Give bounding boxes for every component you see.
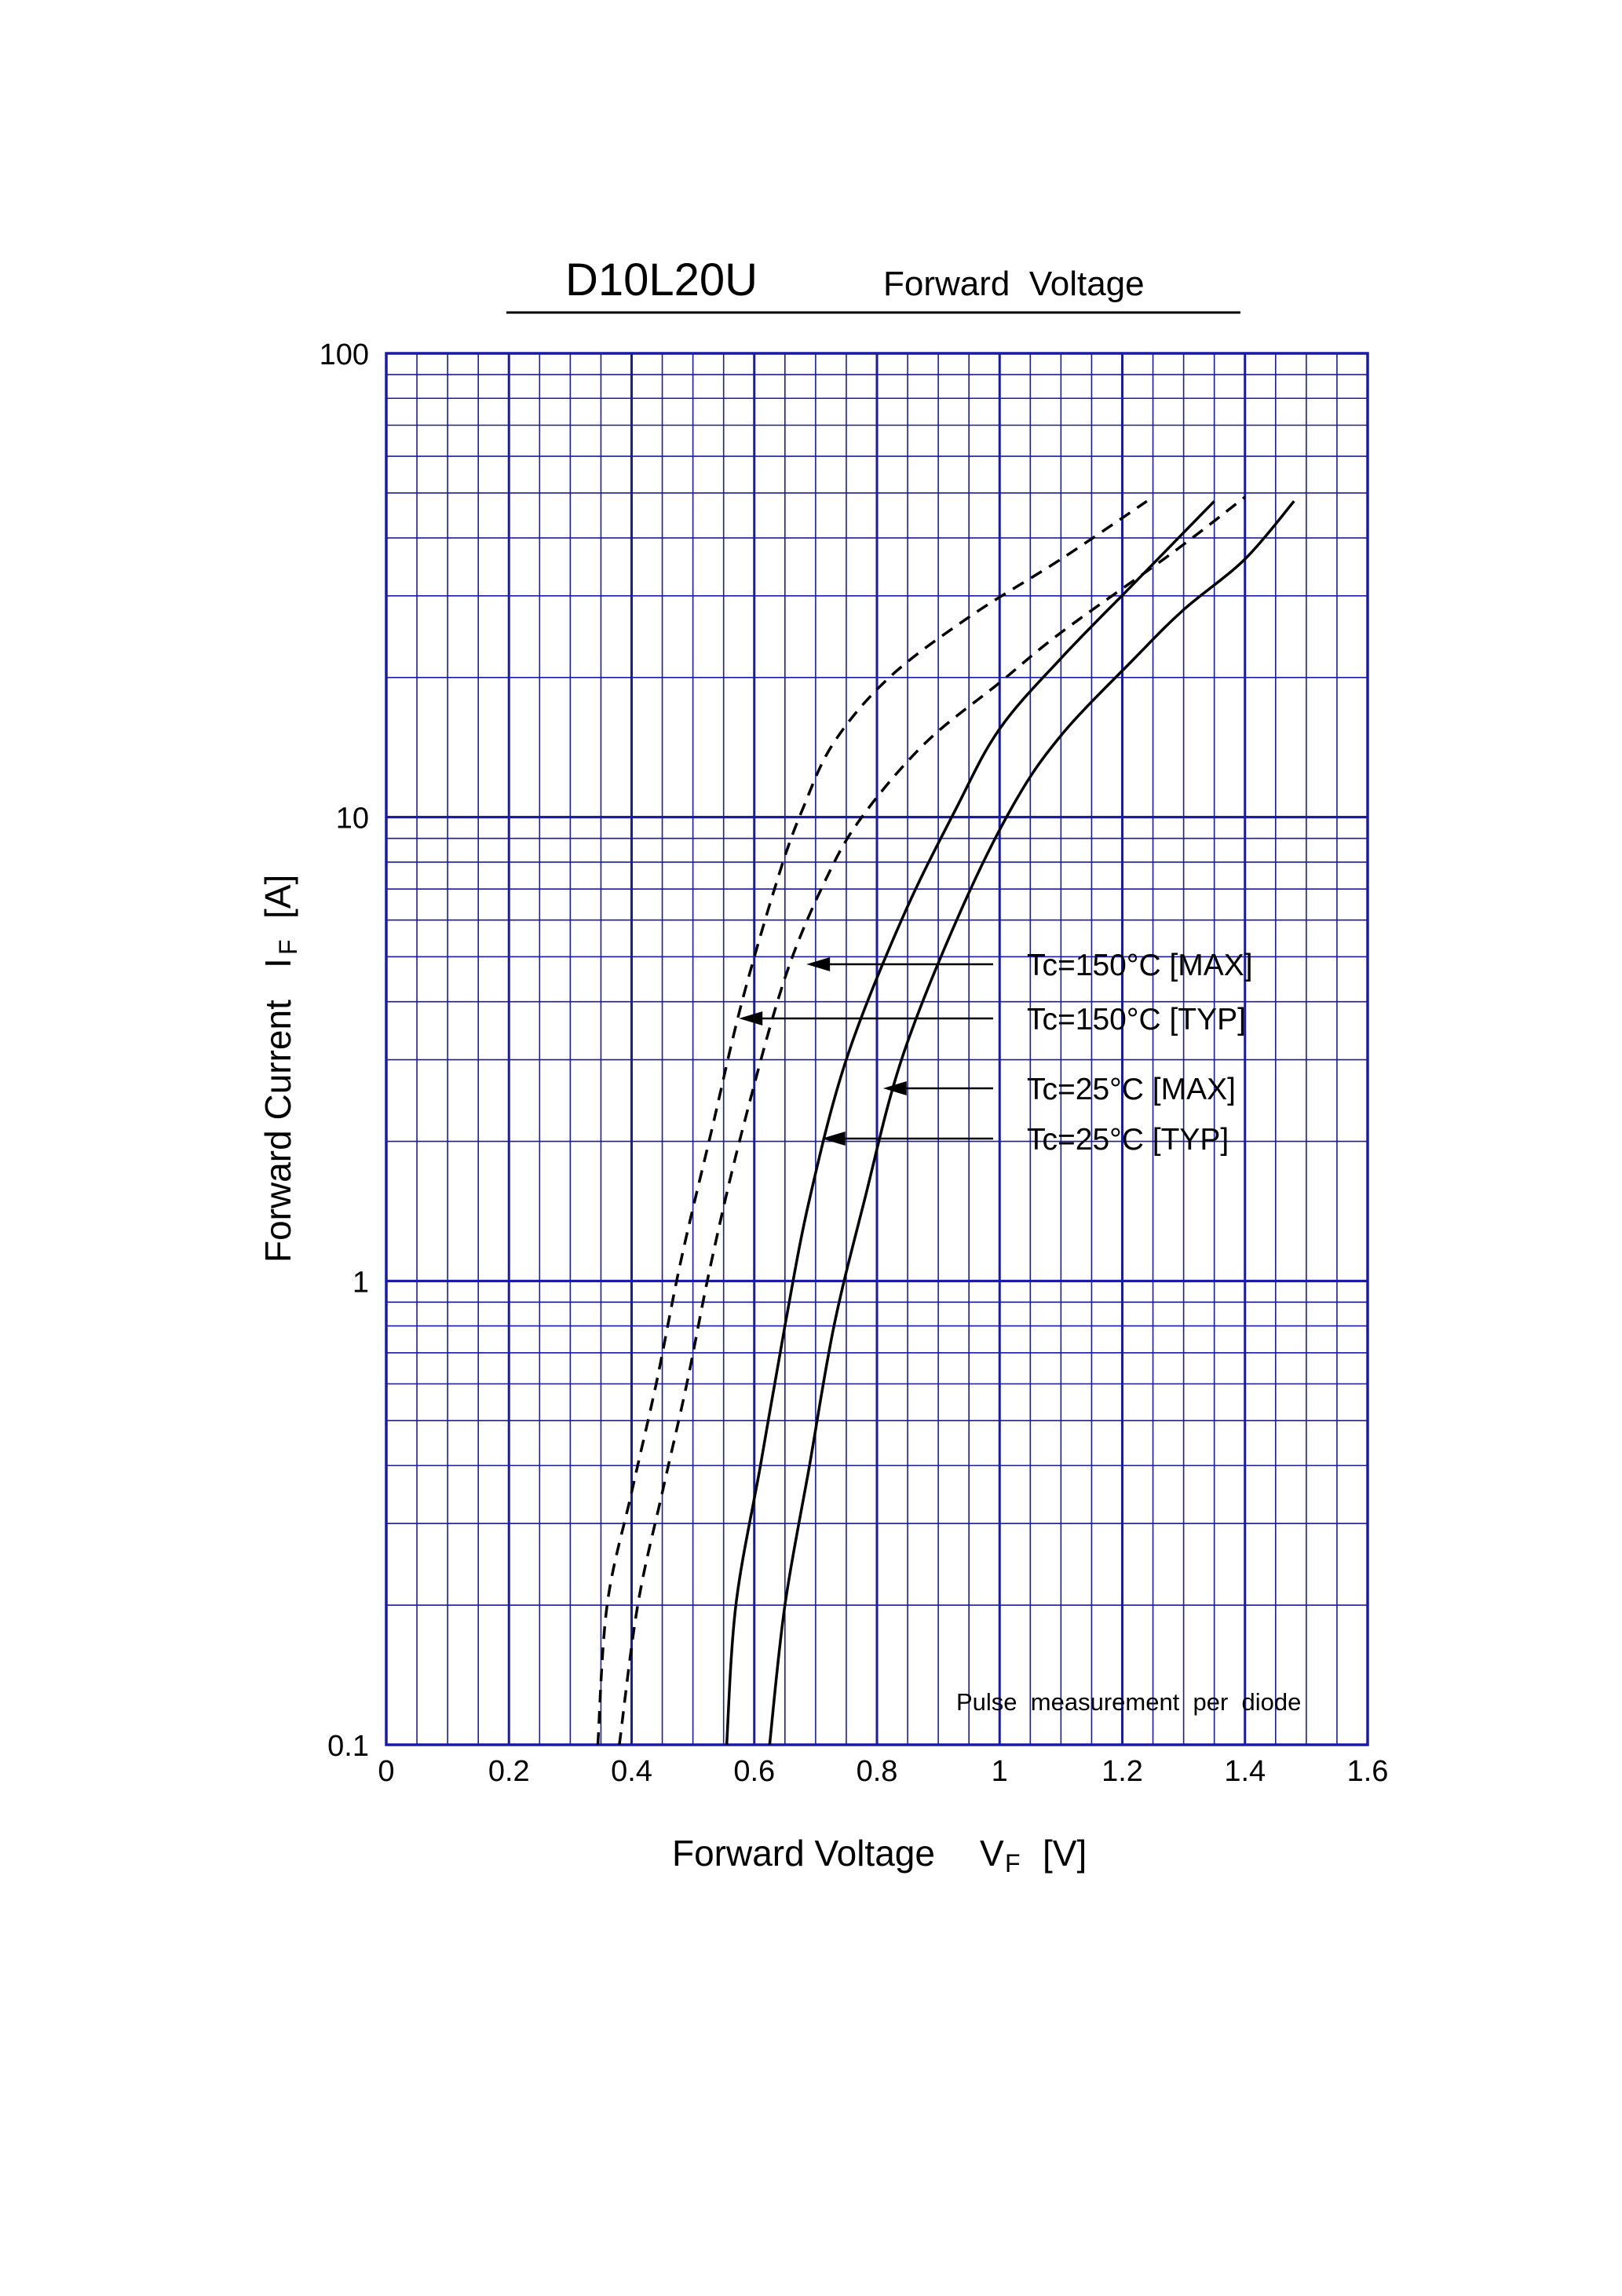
x-tick-label: 1.2: [1101, 1755, 1143, 1788]
series-line: [596, 499, 1148, 1746]
annotation-label: Tc=150°C [TYP]: [1027, 1003, 1246, 1036]
chart-subtitle: Forward Voltage: [883, 265, 1145, 303]
x-axis-label-symbol: V: [980, 1833, 1004, 1874]
y-axis-label: Forward Current I F [A]: [258, 875, 302, 1263]
x-axis-label: Forward Voltage V F [V]: [672, 1833, 1087, 1877]
x-tick-label: 0: [378, 1755, 394, 1788]
y-tick-label: 10: [336, 803, 369, 835]
y-axis-label-unit: [A]: [258, 875, 298, 919]
curves: [596, 495, 1295, 1746]
y-tick-label: 0.1: [327, 1730, 369, 1763]
chart-title: D10L20U: [565, 254, 758, 305]
x-tick-label: 1.4: [1224, 1755, 1266, 1788]
x-axis-label-unit: [V]: [1043, 1833, 1087, 1874]
annotations: Tc=150°C [MAX] Tc=150°C [TYP] Tc=25°C [MAX…: [739, 949, 1253, 1157]
pulse-note: Pulse measurement per diode: [956, 1688, 1301, 1716]
tick-labels: 0 0.2 0.4 0.6 0.8 1 1.2 1.4 1.6 0.1 1 10 100: [320, 338, 1389, 1788]
series-line: [768, 500, 1295, 1746]
x-axis-label-subscript: F: [1005, 1849, 1021, 1877]
series-line: [618, 495, 1246, 1746]
annotation-arrowhead: [882, 1081, 907, 1095]
y-axis-label-subscript: F: [274, 939, 302, 955]
x-tick-label: 0.8: [857, 1755, 898, 1788]
y-axis-label-symbol: I: [258, 958, 298, 968]
x-tick-label: 0.4: [611, 1755, 652, 1788]
x-tick-label: 0.2: [488, 1755, 530, 1788]
x-tick-label: 1.6: [1347, 1755, 1389, 1788]
x-tick-label: 0.6: [733, 1755, 775, 1788]
annotation-arrowhead: [739, 1011, 763, 1026]
y-tick-label: 1: [353, 1266, 369, 1299]
annotation-arrowhead: [821, 1132, 846, 1146]
series-line: [725, 500, 1215, 1746]
annotation-label: Tc=150°C [MAX]: [1027, 949, 1253, 982]
x-axis-label-main: Forward Voltage: [672, 1833, 935, 1874]
x-tick-label: 1: [992, 1755, 1008, 1788]
grid: [385, 352, 1369, 1746]
annotation-label: Tc=25°C [TYP]: [1027, 1123, 1229, 1157]
y-axis-label-main: Forward Current: [258, 1000, 298, 1263]
y-tick-label: 100: [320, 338, 369, 371]
annotation-label: Tc=25°C [MAX]: [1027, 1073, 1236, 1106]
annotation-arrowhead: [806, 957, 831, 971]
plot-frame: [385, 352, 1369, 1746]
